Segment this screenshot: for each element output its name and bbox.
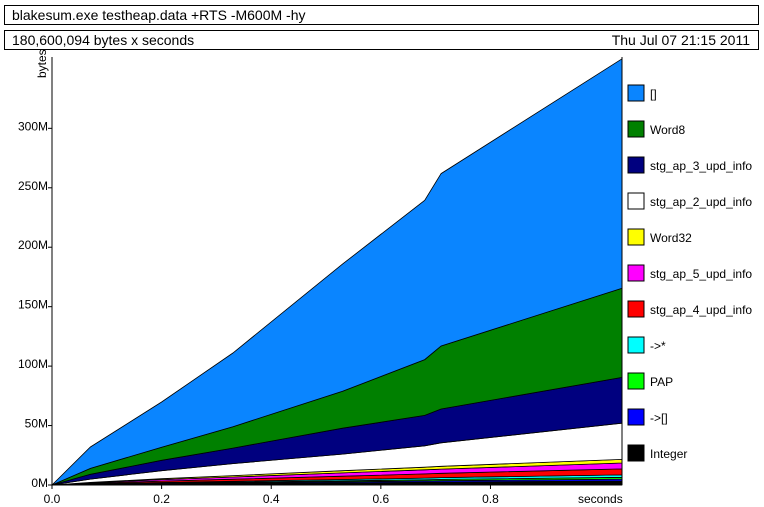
- legend-label: stg_ap_2_upd_info: [650, 195, 752, 209]
- legend-swatch: [627, 156, 645, 174]
- legend-swatch: [627, 264, 645, 282]
- chart-areas: [51, 58, 623, 486]
- legend-swatch: [627, 300, 645, 318]
- x-axis-label: seconds: [578, 492, 623, 506]
- legend-item-word32: Word32: [627, 228, 692, 246]
- legend-swatch: [627, 444, 645, 462]
- y-tick-label: 50M: [25, 417, 48, 431]
- legend-item-list: []: [627, 84, 657, 102]
- legend-label: stg_ap_3_upd_info: [650, 159, 752, 173]
- legend-item-stg-ap-5-upd-info: stg_ap_5_upd_info: [627, 264, 752, 282]
- y-tick-label: 0M: [31, 476, 48, 490]
- x-tick-label: 0.4: [263, 492, 280, 506]
- legend-swatch: [627, 192, 645, 210]
- chart-axes: bytes seconds: [35, 49, 623, 506]
- legend-swatch: [627, 84, 645, 102]
- legend-item-pap: PAP: [627, 372, 673, 390]
- total-bytes-seconds: 180,600,094 bytes x seconds: [12, 32, 195, 48]
- chart-ticks: 0M 50M 100M 150M 200M 250M 300M 0.0 0.2 0.4 0.6 0.8: [18, 119, 499, 506]
- y-tick-label: 100M: [18, 357, 48, 371]
- legend-label: Integer: [650, 447, 687, 461]
- legend-label: ->[]: [650, 411, 668, 425]
- x-tick-label: 0.0: [44, 492, 61, 506]
- legend-label: Word8: [650, 123, 685, 137]
- legend-label: Word32: [650, 231, 692, 245]
- y-tick-label: 200M: [18, 238, 48, 252]
- legend-label: []: [650, 87, 657, 101]
- profile-date: Thu Jul 07 21:15 2011: [611, 32, 750, 48]
- legend-item-stg-ap-2-upd-info: stg_ap_2_upd_info: [627, 192, 752, 210]
- legend-swatch: [627, 408, 645, 426]
- legend-item-list: ->*: [627, 336, 666, 354]
- y-tick-label: 300M: [18, 119, 48, 133]
- legend-item-stg-ap-3-upd-info: stg_ap_3_upd_info: [627, 156, 752, 174]
- legend-label: stg_ap_5_upd_info: [650, 267, 752, 281]
- legend-label: stg_ap_4_upd_info: [650, 303, 752, 317]
- profile-command-bar: blakesum.exe testheap.data +RTS -M600M -…: [4, 5, 759, 25]
- legend-swatch: [627, 336, 645, 354]
- legend-item-word8: Word8: [627, 120, 685, 138]
- y-tick-label: 150M: [18, 298, 48, 312]
- y-axis-label: bytes: [35, 49, 49, 78]
- legend-swatch: [627, 228, 645, 246]
- y-tick-label: 250M: [18, 179, 48, 193]
- chart-legend: [] Word8 stg_ap_3_upd_info stg_ap_2_upd_inf…: [627, 84, 752, 462]
- legend-label: ->*: [650, 339, 666, 353]
- x-tick-label: 0.8: [482, 492, 499, 506]
- legend-item-list: ->[]: [627, 408, 668, 426]
- profile-summary-bar: 180,600,094 bytes x seconds Thu Jul 07 2…: [4, 30, 759, 50]
- legend-label: PAP: [650, 375, 673, 389]
- legend-item-stg-ap-4-upd-info: stg_ap_4_upd_info: [627, 300, 752, 318]
- x-tick-label: 0.2: [153, 492, 170, 506]
- legend-item-integer: Integer: [627, 444, 687, 462]
- x-tick-label: 0.6: [373, 492, 390, 506]
- legend-swatch: [627, 372, 645, 390]
- legend-swatch: [627, 120, 645, 138]
- command-line-text: blakesum.exe testheap.data +RTS -M600M -…: [12, 7, 306, 23]
